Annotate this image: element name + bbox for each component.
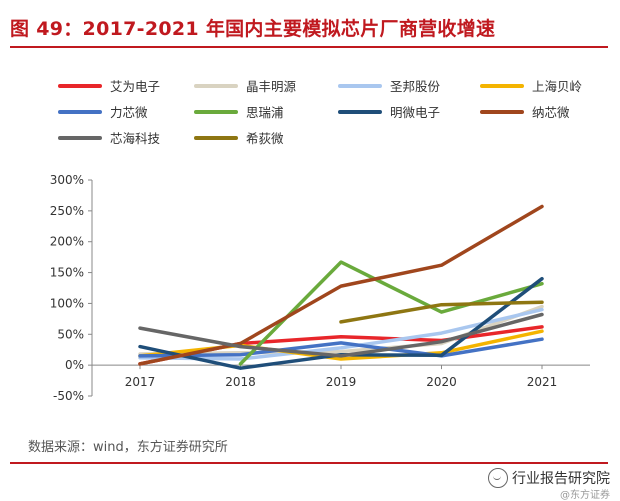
legend-label-艾为电子: 艾为电子 [110, 79, 160, 94]
legend-label-明微电子: 明微电子 [390, 105, 440, 120]
x-tick-label: 2018 [225, 375, 256, 389]
legend-label-上海贝岭: 上海贝岭 [532, 79, 582, 94]
y-tick-label: 200% [50, 235, 84, 249]
y-tick-label: 300% [50, 173, 84, 187]
legend-label-圣邦股份: 圣邦股份 [390, 79, 441, 94]
title-divider [10, 46, 608, 48]
y-tick-label: 50% [57, 327, 84, 341]
data-source-note: 数据来源：wind，东方证券研究所 [28, 440, 228, 455]
wechat-icon [488, 468, 508, 488]
watermark-text: 行业报告研究院 [512, 471, 610, 487]
legend-label-芯海科技: 芯海科技 [110, 131, 161, 146]
watermark-subtext: @东方证券 [560, 490, 610, 501]
legend-label-晶丰明源: 晶丰明源 [246, 79, 297, 94]
legend-label-思瑞浦: 思瑞浦 [246, 105, 284, 120]
y-tick-label: 250% [50, 204, 84, 218]
legend-label-希荻微: 希荻微 [246, 131, 284, 146]
footer-divider [10, 462, 608, 464]
y-tick-label: 100% [50, 296, 84, 310]
series-line-芯海科技 [138, 312, 544, 358]
series-line-希荻微 [339, 300, 544, 324]
series-line-力芯微 [138, 337, 544, 358]
legend-label-力芯微: 力芯微 [110, 105, 148, 120]
x-tick-label: 2020 [426, 375, 457, 389]
watermark: 行业报告研究院 [488, 468, 610, 488]
x-tick-label: 2019 [326, 375, 357, 389]
x-tick-label: 2017 [125, 375, 156, 389]
axes: -50% 0% 50% 100% 150% 200% 250% 300% 2017 2018 201… [50, 173, 590, 403]
series-line-圣邦股份 [138, 307, 544, 361]
y-tick-label: -50% [53, 389, 84, 403]
series-line-纳芯微 [138, 204, 544, 366]
chart-title: 图 49：2017-2021 年国内主要模拟芯片厂商营收增速 [10, 18, 496, 40]
y-tick-label: 150% [50, 266, 84, 280]
legend-label-纳芯微: 纳芯微 [532, 105, 570, 120]
series-lines [138, 204, 544, 370]
x-tick-label: 2021 [527, 375, 558, 389]
y-tick-label: 0% [65, 358, 84, 372]
